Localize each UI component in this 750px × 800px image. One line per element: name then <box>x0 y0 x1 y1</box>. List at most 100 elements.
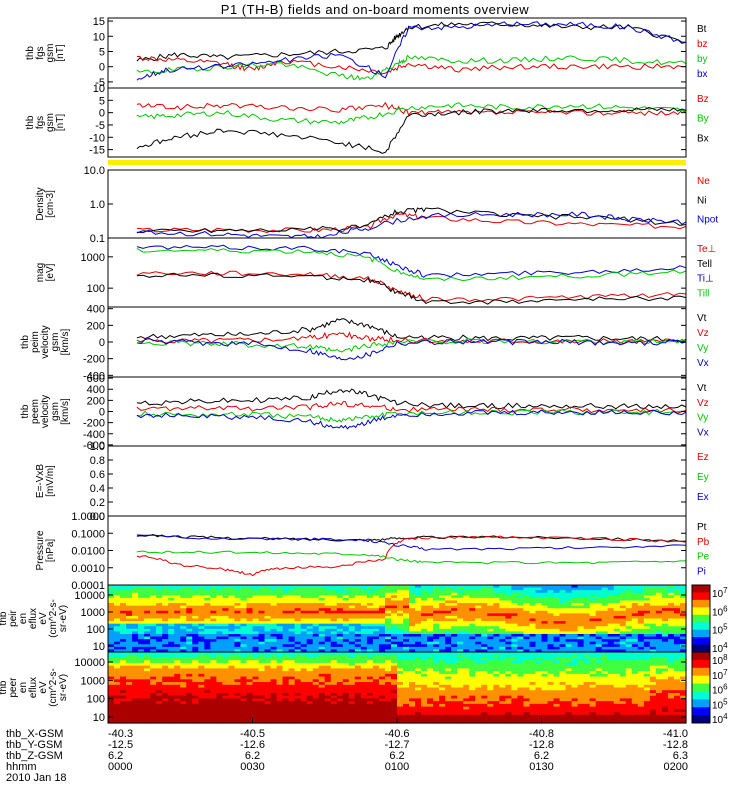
ion_spectrogram-cell <box>258 605 266 609</box>
ion_spectrogram-cell <box>493 623 500 627</box>
electron_spectrogram-cell <box>571 709 579 713</box>
ion_spectrogram-cell <box>451 613 458 617</box>
ion_spectrogram-cell <box>469 628 476 632</box>
electron_spectrogram-cell <box>487 706 494 710</box>
electron_spectrogram-cell <box>463 654 470 659</box>
ion_spectrogram-cell <box>445 644 452 648</box>
ion_spectrogram-cell <box>565 610 573 614</box>
electron_spectrogram-cell <box>168 698 175 702</box>
electron_spectrogram-cell <box>252 654 260 659</box>
ion_spectrogram-cell <box>282 644 290 648</box>
electron_spectrogram-cell <box>553 706 561 710</box>
electron_spectrogram-cell <box>144 665 151 669</box>
electron_spectrogram-cell <box>312 690 320 694</box>
ion_spectrogram-cell <box>324 626 332 630</box>
electron_spectrogram-cell <box>535 671 543 675</box>
electron_spectrogram-cell <box>589 654 597 659</box>
electron_spectrogram-cell <box>258 654 266 659</box>
electron_spectrogram-cell <box>132 657 139 661</box>
electron_spectrogram-cell <box>348 714 356 719</box>
density-ylabel-line: [cm-3] <box>45 190 56 218</box>
ion_spectrogram-cell <box>288 585 296 589</box>
ion_spectrogram-cell <box>607 633 615 638</box>
electron_spectrogram-cell <box>601 657 609 661</box>
ion_spectrogram-cell <box>577 631 585 635</box>
electron_spectrogram-cell <box>216 706 223 710</box>
ion_spectrogram-cell <box>174 618 181 622</box>
electron_spectrogram-cell <box>583 692 591 697</box>
electron_spectrogram-cell <box>619 662 627 667</box>
page-title: P1 (TH-B) fields and on-board moments ov… <box>220 2 530 17</box>
ion_spectrogram-cell <box>174 587 181 591</box>
electron_spectrogram-cell <box>390 657 398 661</box>
ion_spectrogram-cell <box>348 621 356 625</box>
electron_spectrogram-cell <box>607 673 615 678</box>
electron_spectrogram-cell <box>390 690 398 694</box>
electron_spectrogram-cell <box>342 662 350 667</box>
ion_spectrogram-cell <box>565 585 573 589</box>
fgs_gsm-legend-Bt: Bt <box>697 24 707 35</box>
electron_spectrogram-cell <box>511 671 519 675</box>
ion_spectrogram-cell <box>511 597 519 602</box>
electron_spectrogram-cell <box>264 665 272 669</box>
ion_spectrogram-cell <box>403 636 410 640</box>
electron_spectrogram-cell <box>541 668 549 672</box>
electron_spectrogram-cell <box>433 712 440 716</box>
fgs_gsm-legend-bx: bx <box>697 69 708 80</box>
ion_spectrogram-cell <box>529 621 537 625</box>
ion_spectrogram-cell <box>252 605 260 609</box>
ion_spectrogram-cell <box>601 628 609 632</box>
ion_spectrogram-cell <box>330 639 338 643</box>
electron_spectrogram-cell <box>433 698 440 702</box>
electron_spectrogram-cell <box>216 717 223 721</box>
electron_spectrogram-cell <box>403 654 410 659</box>
electron_spectrogram-cell <box>324 662 332 667</box>
electron_spectrogram-cell <box>360 662 368 667</box>
electron_spectrogram-cell <box>451 687 458 691</box>
electron_spectrogram-cell <box>240 684 248 689</box>
electron_spectrogram-cell <box>162 695 169 700</box>
ion_spectrogram-cell <box>138 595 145 599</box>
electron_spectrogram-cell <box>222 717 230 721</box>
electron_spectrogram-cell <box>529 676 537 680</box>
electron_spectrogram-cell <box>234 660 242 664</box>
ion_spectrogram-cell <box>114 636 121 640</box>
electron_spectrogram-cell <box>463 698 470 702</box>
electron_spectrogram-cell <box>463 714 470 719</box>
ion_spectrogram-cell <box>433 646 440 651</box>
ion_spectrogram-cell <box>487 641 494 645</box>
electron_spectrogram-cell <box>384 657 392 661</box>
electron_spectrogram-cell <box>186 679 193 683</box>
electron_spectrogram-cell <box>282 709 290 713</box>
electron_spectrogram-cell <box>240 687 248 691</box>
electron_spectrogram-cell <box>138 698 145 702</box>
electron_spectrogram-cell <box>535 709 543 713</box>
electron_spectrogram-cell <box>378 712 386 716</box>
ion_spectrogram-cell <box>156 603 163 607</box>
electron_spectrogram-cell <box>559 698 567 702</box>
electron_spectrogram-cell <box>457 662 464 667</box>
ion_spectrogram-cell <box>625 613 633 617</box>
ion_spectrogram-cell <box>415 603 422 607</box>
ion_spectrogram-cell <box>372 613 380 617</box>
ion_spectrogram-cell <box>120 603 127 607</box>
ion_spectrogram-cell <box>613 595 621 599</box>
ion_spectrogram-cell <box>637 631 645 635</box>
density-ytick-label: 0.1 <box>90 233 105 245</box>
electron_spectrogram-cell <box>415 679 422 683</box>
electron_spectrogram-cell <box>366 665 374 669</box>
ion_spectrogram-cell <box>505 628 512 632</box>
ion_spectrogram-cell <box>535 610 543 614</box>
ion_spectrogram-cell <box>613 649 621 653</box>
electron_spectrogram-cell <box>180 684 187 689</box>
electron_spectrogram-cell <box>168 682 175 686</box>
electron_spectrogram-cell <box>619 687 627 691</box>
ion_spectrogram-cell <box>174 600 181 604</box>
ion_spectrogram-cell <box>228 646 236 651</box>
electron_spectrogram-cell <box>144 660 151 664</box>
electron_spectrogram-cell <box>270 703 278 708</box>
ion_spectrogram-cell <box>517 603 525 607</box>
ion_spectrogram-cell <box>330 618 338 622</box>
ion_spectrogram-cell <box>174 585 181 589</box>
electron_spectrogram-cell <box>372 652 380 656</box>
